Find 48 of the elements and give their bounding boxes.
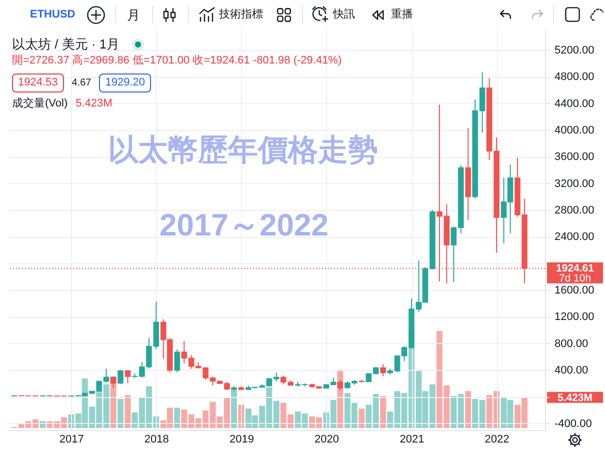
y-tick-label: 2800.00 (554, 204, 594, 216)
candlestick (124, 370, 131, 384)
y-tick-label: 1200.00 (554, 311, 594, 324)
x-tick-label: 2017 (59, 434, 84, 446)
bar (174, 408, 180, 428)
candlestick (110, 376, 116, 388)
y-tick-label: 3200.00 (554, 178, 594, 190)
text: 以太幣歷年價格走勢 (108, 134, 378, 167)
x-tick-label: 2019 (229, 434, 254, 446)
text: 5.423M (557, 392, 593, 404)
x-tick-label: 2022 (484, 434, 510, 446)
text: 快訊 (333, 8, 355, 20)
bar (380, 396, 386, 428)
y-tick-label: 4400.00 (554, 98, 594, 110)
text: ETHUSD (30, 8, 76, 20)
candlestick (174, 348, 180, 373)
bar (465, 391, 472, 428)
y-tick-label: -400.00 (554, 418, 592, 430)
candlestick (380, 364, 386, 377)
y-tick-label: 5200.00 (554, 44, 594, 56)
annotation: 1929.20 (99, 74, 151, 92)
y-tick-label: 4000.00 (554, 124, 594, 136)
x-tick-label: 2020 (314, 434, 339, 446)
ref-line-label: 1924.61 (556, 262, 594, 274)
annotation: 成交量(Vol) (12, 98, 68, 110)
candlestick (118, 370, 124, 384)
text: 2017～2022 (160, 208, 328, 242)
bar (118, 398, 124, 428)
annotation: 以太坊 / 美元 · 1月 (12, 36, 120, 52)
y-tick-label: 4800.00 (554, 71, 594, 84)
annotation: 4.67 (72, 77, 92, 88)
text: 技術指標 (219, 8, 263, 20)
x-tick-label: 2018 (144, 434, 169, 446)
bar (358, 408, 365, 428)
y-tick-label: 3600.00 (554, 151, 594, 164)
text: 重播 (391, 8, 413, 20)
y-tick-label: 400.00 (554, 364, 588, 376)
y-tick-label: 1600.00 (554, 284, 594, 296)
text: 7d 10h (558, 272, 592, 284)
annotation: 開=2726.37 高=2969.86 低=1701.00 收=1924.61 -801.98 (-29.41%) (12, 54, 342, 66)
y-tick-label: 800.00 (554, 338, 588, 350)
bar (124, 395, 131, 428)
candlestick (337, 379, 344, 392)
annotation: 1924.53 (12, 74, 64, 92)
text: 月 (127, 7, 140, 22)
annotation: 5.423M (76, 98, 112, 110)
y-tick-label: 2400.00 (554, 231, 594, 244)
x-tick-label: 2021 (400, 434, 424, 446)
